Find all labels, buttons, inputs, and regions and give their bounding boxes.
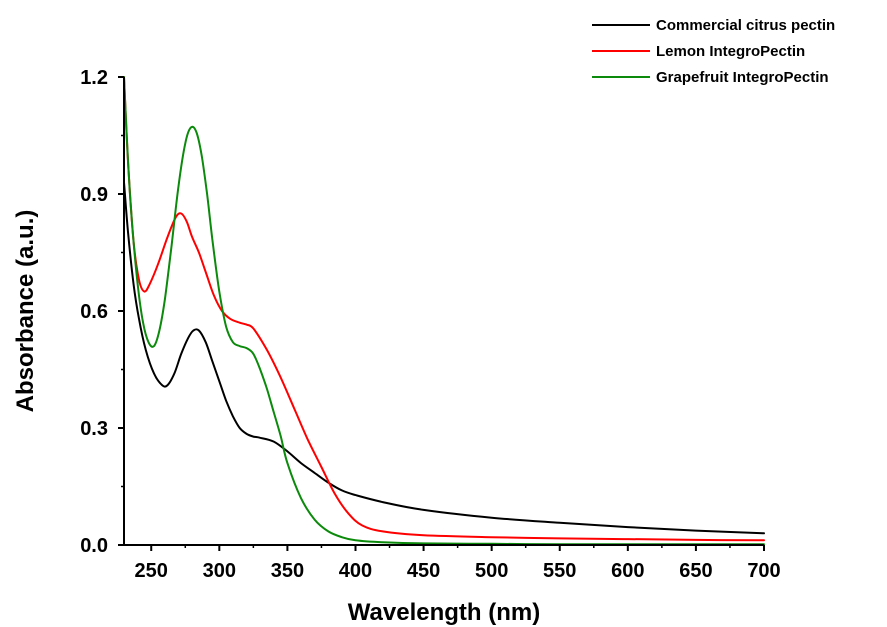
ticks-layer: 250 300 350 400 450 500 550 600 650 700 0.0 0.3 0.6 0… [80,67,781,582]
x-tick-label: 550 [543,560,576,582]
x-tick-label: 600 [611,560,644,582]
y-tick-label: 0.9 [80,184,108,206]
series-line-commercial-citrus-pectin [123,181,765,535]
x-tick-label: 450 [407,560,440,582]
y-axis-title: Absorbance (a.u.) [12,210,39,413]
y-tick-label: 0.6 [80,301,108,323]
x-tick-label: 500 [475,560,508,582]
x-axis-title: Wavelength (nm) [348,599,540,626]
legend: Commercial citrus pectin Lemon IntegroPec… [592,17,835,86]
x-tick-label: 300 [203,560,236,582]
y-tick-label: 1.2 [80,67,108,89]
series-line-lemon-integropectin [123,76,765,542]
x-tick-label: 400 [339,560,372,582]
legend-label-grapefruit-integropectin: Grapefruit IntegroPectin [656,69,829,86]
legend-label-commercial-citrus-pectin: Commercial citrus pectin [656,17,835,34]
x-tick-label: 700 [747,560,780,582]
y-tick-label: 0.3 [80,418,108,440]
series-line-grapefruit-integropectin [123,76,765,546]
y-tick-label: 0.0 [80,535,108,557]
x-tick-label: 350 [271,560,304,582]
legend-label-lemon-integropectin: Lemon IntegroPectin [656,43,805,60]
x-tick-label: 250 [135,560,168,582]
x-tick-label: 650 [679,560,712,582]
axes-layer [123,77,764,546]
series-layer [123,76,765,546]
